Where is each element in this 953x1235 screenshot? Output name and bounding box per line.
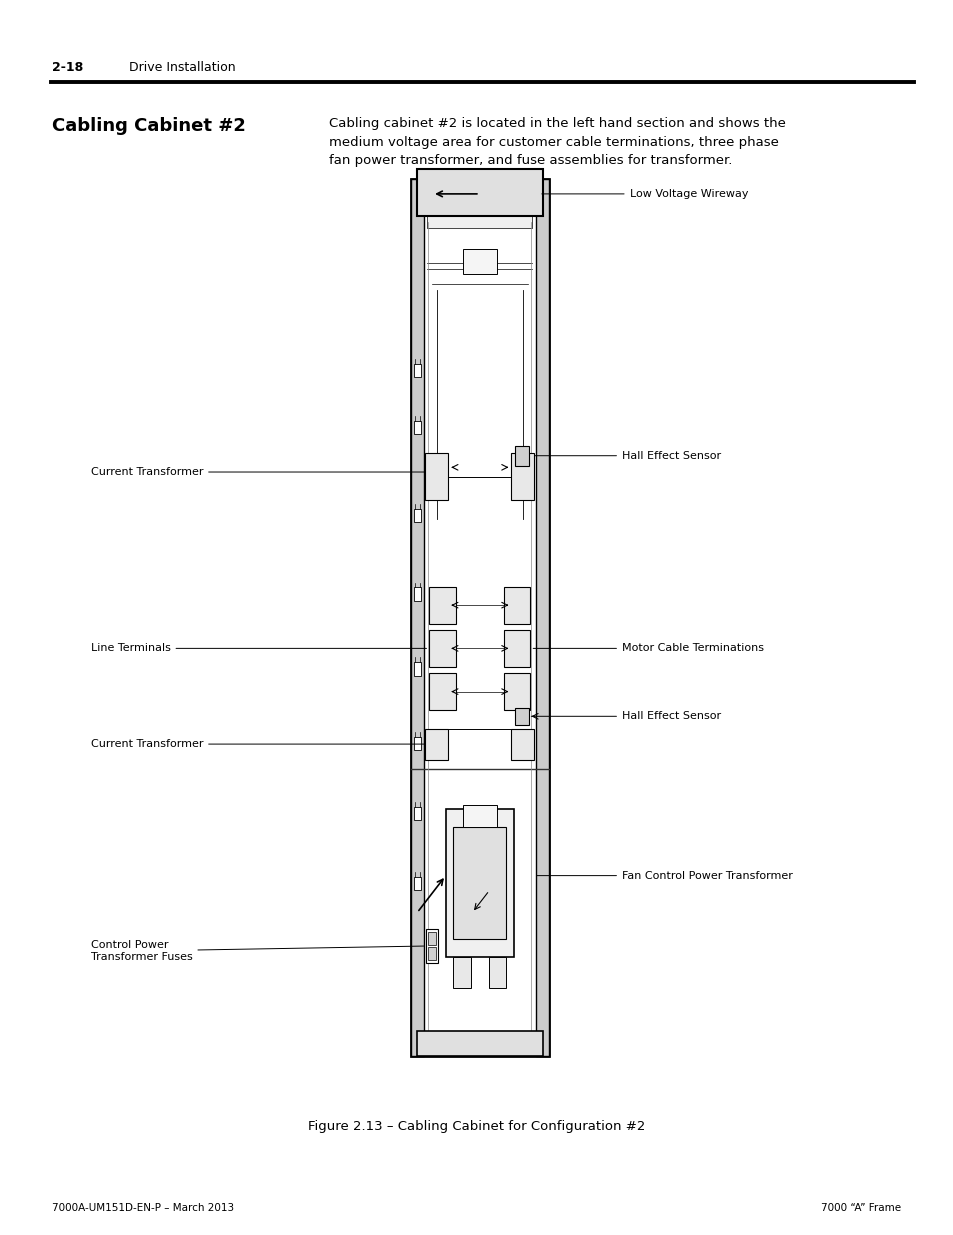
Bar bbox=[453, 957, 470, 988]
Text: Motor Cable Terminations: Motor Cable Terminations bbox=[533, 643, 763, 653]
Bar bbox=[427, 216, 532, 228]
Bar bbox=[416, 169, 542, 216]
Text: Cabling Cabinet #2: Cabling Cabinet #2 bbox=[52, 117, 246, 136]
Bar bbox=[425, 729, 448, 760]
Bar bbox=[511, 453, 534, 500]
Bar bbox=[428, 947, 436, 960]
Bar bbox=[503, 630, 530, 667]
Bar bbox=[426, 929, 437, 963]
Bar bbox=[489, 957, 506, 988]
Bar bbox=[462, 805, 497, 827]
Text: Line Terminals: Line Terminals bbox=[91, 643, 426, 653]
Bar bbox=[428, 932, 436, 945]
Text: 2-18: 2-18 bbox=[52, 62, 84, 74]
Bar bbox=[411, 179, 423, 1056]
Text: Cabling cabinet #2 is located in the left hand section and shows the
medium volt: Cabling cabinet #2 is located in the lef… bbox=[329, 117, 785, 167]
Bar bbox=[414, 736, 420, 750]
Bar bbox=[429, 587, 456, 624]
Text: Figure 2.13 – Cabling Cabinet for Configuration #2: Figure 2.13 – Cabling Cabinet for Config… bbox=[308, 1120, 645, 1134]
Text: Current Transformer: Current Transformer bbox=[91, 467, 424, 477]
Bar bbox=[414, 509, 420, 522]
Text: Control Power
Transformer Fuses: Control Power Transformer Fuses bbox=[91, 940, 423, 962]
Bar bbox=[515, 708, 528, 725]
Bar bbox=[414, 364, 420, 378]
Bar bbox=[462, 249, 497, 274]
Text: 7000 “A” Frame: 7000 “A” Frame bbox=[821, 1203, 901, 1213]
Bar bbox=[503, 587, 530, 624]
Text: Fan Control Power Transformer: Fan Control Power Transformer bbox=[537, 871, 792, 881]
Bar bbox=[425, 453, 448, 500]
Bar bbox=[414, 877, 420, 890]
Text: Low Voltage Wireway: Low Voltage Wireway bbox=[541, 189, 747, 199]
Bar bbox=[414, 588, 420, 601]
Bar bbox=[416, 1031, 542, 1056]
Bar bbox=[445, 809, 514, 957]
Bar bbox=[453, 827, 506, 939]
Text: Hall Effect Sensor: Hall Effect Sensor bbox=[535, 451, 720, 461]
Bar bbox=[414, 421, 420, 435]
Bar bbox=[414, 806, 420, 820]
Bar bbox=[414, 662, 420, 676]
Text: 7000A-UM151D-EN-P – March 2013: 7000A-UM151D-EN-P – March 2013 bbox=[52, 1203, 234, 1213]
Bar bbox=[536, 179, 548, 1056]
Bar bbox=[503, 673, 530, 710]
Bar bbox=[511, 729, 534, 760]
Bar bbox=[429, 673, 456, 710]
Text: Hall Effect Sensor: Hall Effect Sensor bbox=[531, 711, 720, 721]
Text: Current Transformer: Current Transformer bbox=[91, 739, 424, 750]
Bar bbox=[515, 446, 528, 466]
Bar bbox=[411, 179, 548, 1056]
Bar bbox=[429, 630, 456, 667]
Text: Drive Installation: Drive Installation bbox=[129, 62, 235, 74]
